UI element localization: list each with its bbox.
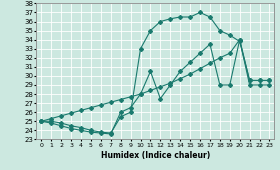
X-axis label: Humidex (Indice chaleur): Humidex (Indice chaleur) <box>101 151 210 160</box>
